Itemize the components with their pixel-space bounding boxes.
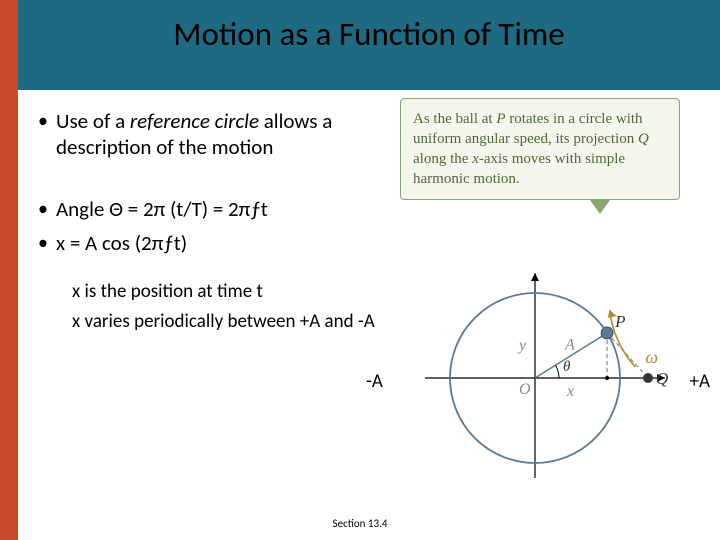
sub2-text: x varies periodically between +A and -A — [72, 310, 375, 334]
bullet-3-text: x = A cos (2πƒt) — [56, 230, 187, 256]
accent-left-bar — [0, 0, 18, 540]
c3: along the — [413, 151, 472, 167]
bullet-2-text: Angle Θ = 2π (t/T) = 2πƒt — [56, 196, 268, 222]
svg-text:ω: ω — [645, 347, 658, 367]
bullet-dot-icon: • — [38, 230, 56, 256]
bullet-2: • Angle Θ = 2π (t/T) = 2πƒt — [38, 196, 378, 222]
section-footer: Section 13.4 — [0, 517, 720, 530]
svg-text:Q: Q — [656, 369, 668, 388]
bullet-list: • Use of a reference circle allows a des… — [38, 108, 378, 334]
sub1-text: x is the position at time t — [72, 280, 263, 304]
svg-text:x: x — [566, 383, 574, 400]
b1-emph: reference circle — [130, 108, 259, 134]
bullet-3: • x = A cos (2πƒt) — [38, 230, 378, 256]
label-minus-A: -A — [366, 370, 383, 393]
reference-circle-figure: As the ball at P rotates in a circle wit… — [390, 98, 700, 498]
cx: x — [472, 151, 479, 167]
bullet-1-text: Use of a reference circle allows a descr… — [56, 108, 378, 160]
bullet-1: • Use of a reference circle allows a des… — [38, 108, 378, 160]
bullet-dot-icon: • — [38, 196, 56, 222]
svg-text:O: O — [519, 381, 531, 398]
header-band: Motion as a Function of Time — [18, 0, 720, 90]
sub-bullet-1: x is the position at time t — [72, 280, 378, 304]
cP: P — [496, 111, 505, 127]
svg-text:θ: θ — [563, 359, 571, 375]
sub-bullet-2: x varies periodically between +A and -A — [72, 310, 378, 334]
callout-box: As the ball at P rotates in a circle wit… — [400, 98, 680, 200]
cQ: Q — [638, 131, 649, 147]
reference-circle-svg: P Q O Aθx y ω — [390, 238, 700, 498]
callout-tail-icon — [590, 200, 610, 214]
b1-pre: Use of a — [56, 108, 130, 134]
svg-text:y: y — [517, 337, 527, 354]
label-plus-A: +A — [690, 370, 710, 393]
content-area: • Use of a reference circle allows a des… — [38, 108, 700, 510]
svg-text:A: A — [564, 336, 575, 353]
svg-text:P: P — [614, 312, 625, 331]
c1: As the ball at — [413, 111, 496, 127]
bullet-dot-icon: • — [38, 108, 56, 134]
slide-title: Motion as a Function of Time — [18, 14, 720, 54]
